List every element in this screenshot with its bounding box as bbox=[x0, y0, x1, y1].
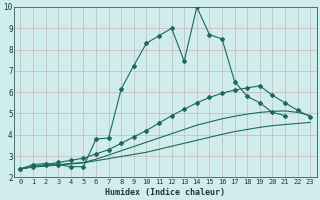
X-axis label: Humidex (Indice chaleur): Humidex (Indice chaleur) bbox=[105, 188, 225, 197]
